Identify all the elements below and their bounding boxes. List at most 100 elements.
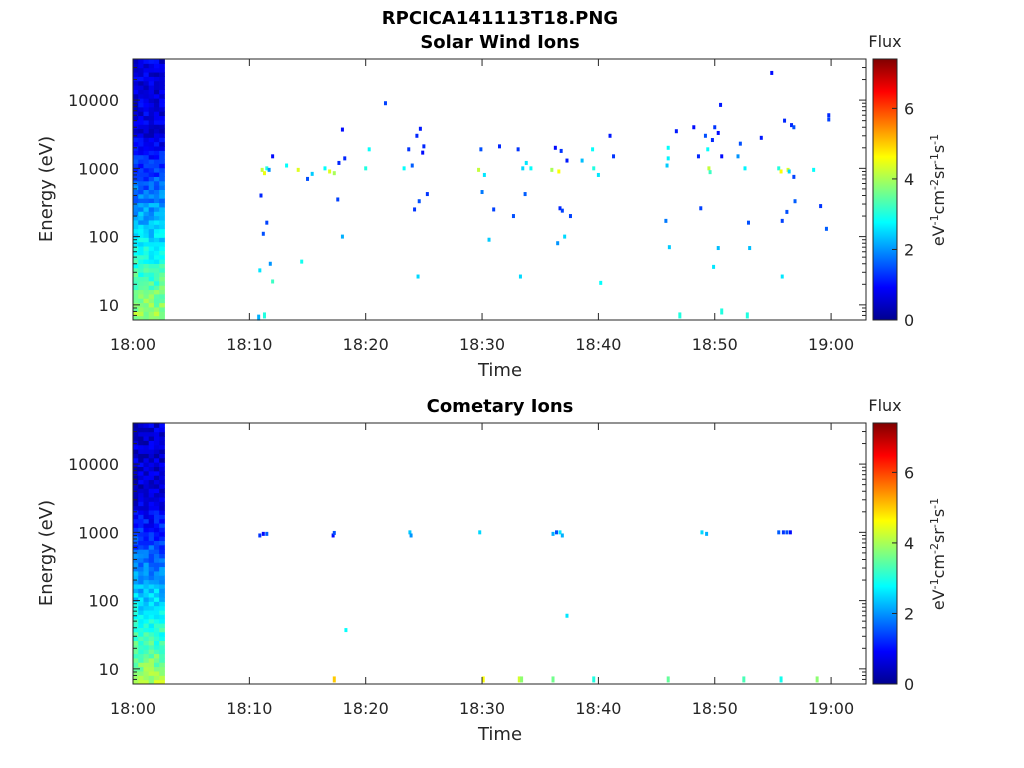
dense-block-cell <box>159 488 165 494</box>
dense-block-cell <box>143 562 150 568</box>
dense-block-cell <box>138 263 144 269</box>
data-point <box>745 312 749 319</box>
data-point <box>719 102 723 107</box>
dense-block-cell <box>143 570 150 576</box>
dense-block-cell <box>133 241 139 247</box>
data-point <box>560 208 564 213</box>
dense-block-cell <box>153 527 160 533</box>
dense-block-cell <box>153 553 160 559</box>
dense-block-cell <box>133 276 139 282</box>
dense-block-cell <box>143 457 150 463</box>
dense-block-cell <box>143 440 150 446</box>
dense-block-cell <box>138 670 144 676</box>
dense-block-cell <box>138 146 144 151</box>
dense-block-cell <box>148 483 155 489</box>
dense-block-cell <box>133 510 139 515</box>
dense-block-cell <box>143 102 150 108</box>
dense-block-cell <box>133 423 139 428</box>
data-point <box>664 218 668 223</box>
dense-block-cell <box>143 293 150 299</box>
dense-block-cell <box>143 211 150 217</box>
dense-block-cell <box>138 575 144 581</box>
colorbar-tick-label: 4 <box>904 170 914 189</box>
dense-block-cell <box>143 553 150 559</box>
dense-block-cell <box>143 76 150 82</box>
dense-block-cell <box>143 449 150 454</box>
dense-block-cell <box>153 496 160 502</box>
data-point <box>792 125 796 130</box>
dense-block-cell <box>153 311 160 317</box>
data-point <box>265 531 269 536</box>
dense-block-cell <box>153 150 160 156</box>
dense-block-cell <box>138 653 144 659</box>
dense-block-cell <box>133 440 139 446</box>
dense-block-cell <box>133 211 139 217</box>
dense-block-cell <box>138 59 144 64</box>
dense-block-cell <box>159 536 165 541</box>
dense-block-cell <box>133 185 139 190</box>
dense-block-cell <box>143 224 150 230</box>
data-point <box>422 144 426 149</box>
panel-title: Solar Wind Ions <box>420 32 579 53</box>
dense-block-cell <box>148 501 155 507</box>
dense-block-cell <box>153 154 160 160</box>
dense-block-cell <box>143 311 150 317</box>
dense-block-cell <box>138 102 144 108</box>
dense-block-cell <box>148 675 155 681</box>
dense-block-cell <box>148 72 155 77</box>
dense-block-cell <box>143 219 150 225</box>
dense-block-cell <box>133 67 139 73</box>
dense-block-cell <box>133 479 139 485</box>
dense-block-cell <box>148 276 155 282</box>
dense-block-cell <box>153 172 160 177</box>
data-point <box>332 676 336 683</box>
dense-block-cell <box>148 427 155 433</box>
dense-block-cell <box>138 588 144 594</box>
dense-block-cell <box>159 111 165 117</box>
dense-block-cell <box>153 276 160 282</box>
dense-block-cell <box>133 76 139 82</box>
dense-block-cell <box>138 544 144 550</box>
dense-block-cell <box>133 583 139 589</box>
x-tick-label: 18:50 <box>692 699 738 718</box>
dense-block-cell <box>159 675 165 681</box>
dense-block-cell <box>159 518 165 524</box>
dense-block-cell <box>148 263 155 269</box>
dense-block-cell <box>159 670 165 676</box>
data-point <box>487 237 491 242</box>
data-point <box>551 676 555 683</box>
dense-block-cell <box>133 570 139 576</box>
dense-block-cell <box>148 185 155 190</box>
dense-block-cell <box>153 488 160 494</box>
data-point <box>596 172 600 177</box>
dense-block-cell <box>153 610 160 615</box>
data-point <box>323 166 327 171</box>
colorbar-title: Flux <box>868 396 901 415</box>
data-point <box>788 530 792 535</box>
dense-block-cell <box>133 514 139 520</box>
dense-block-cell <box>143 679 150 685</box>
dense-block-cell <box>148 85 155 90</box>
dense-block-cell <box>159 63 165 69</box>
dense-block-cell <box>138 605 144 611</box>
dense-block-cell <box>153 444 160 450</box>
dense-block-cell <box>148 536 155 541</box>
dense-block-cell <box>138 570 144 576</box>
dense-block-cell <box>143 579 150 585</box>
dense-block-cell <box>148 496 155 502</box>
panel-solar-wind: Solar Wind Ions 18:00 18:10 18:20 18:30 18:4… <box>36 32 948 381</box>
dense-block-cell <box>143 523 150 528</box>
data-point <box>819 204 823 209</box>
dense-block-cell <box>133 163 139 169</box>
dense-block-cell <box>133 588 139 594</box>
dense-block-cell <box>159 657 165 663</box>
dense-block-cell <box>138 202 144 208</box>
dense-block-cell <box>159 610 165 615</box>
dense-block-cell <box>153 102 160 108</box>
dense-block-cell <box>159 531 165 537</box>
dense-block-cell <box>148 176 155 182</box>
dense-block-cell <box>153 436 160 441</box>
dense-block-cell <box>148 246 155 251</box>
dense-block-cell <box>159 453 165 459</box>
dense-block-cell <box>138 311 144 317</box>
